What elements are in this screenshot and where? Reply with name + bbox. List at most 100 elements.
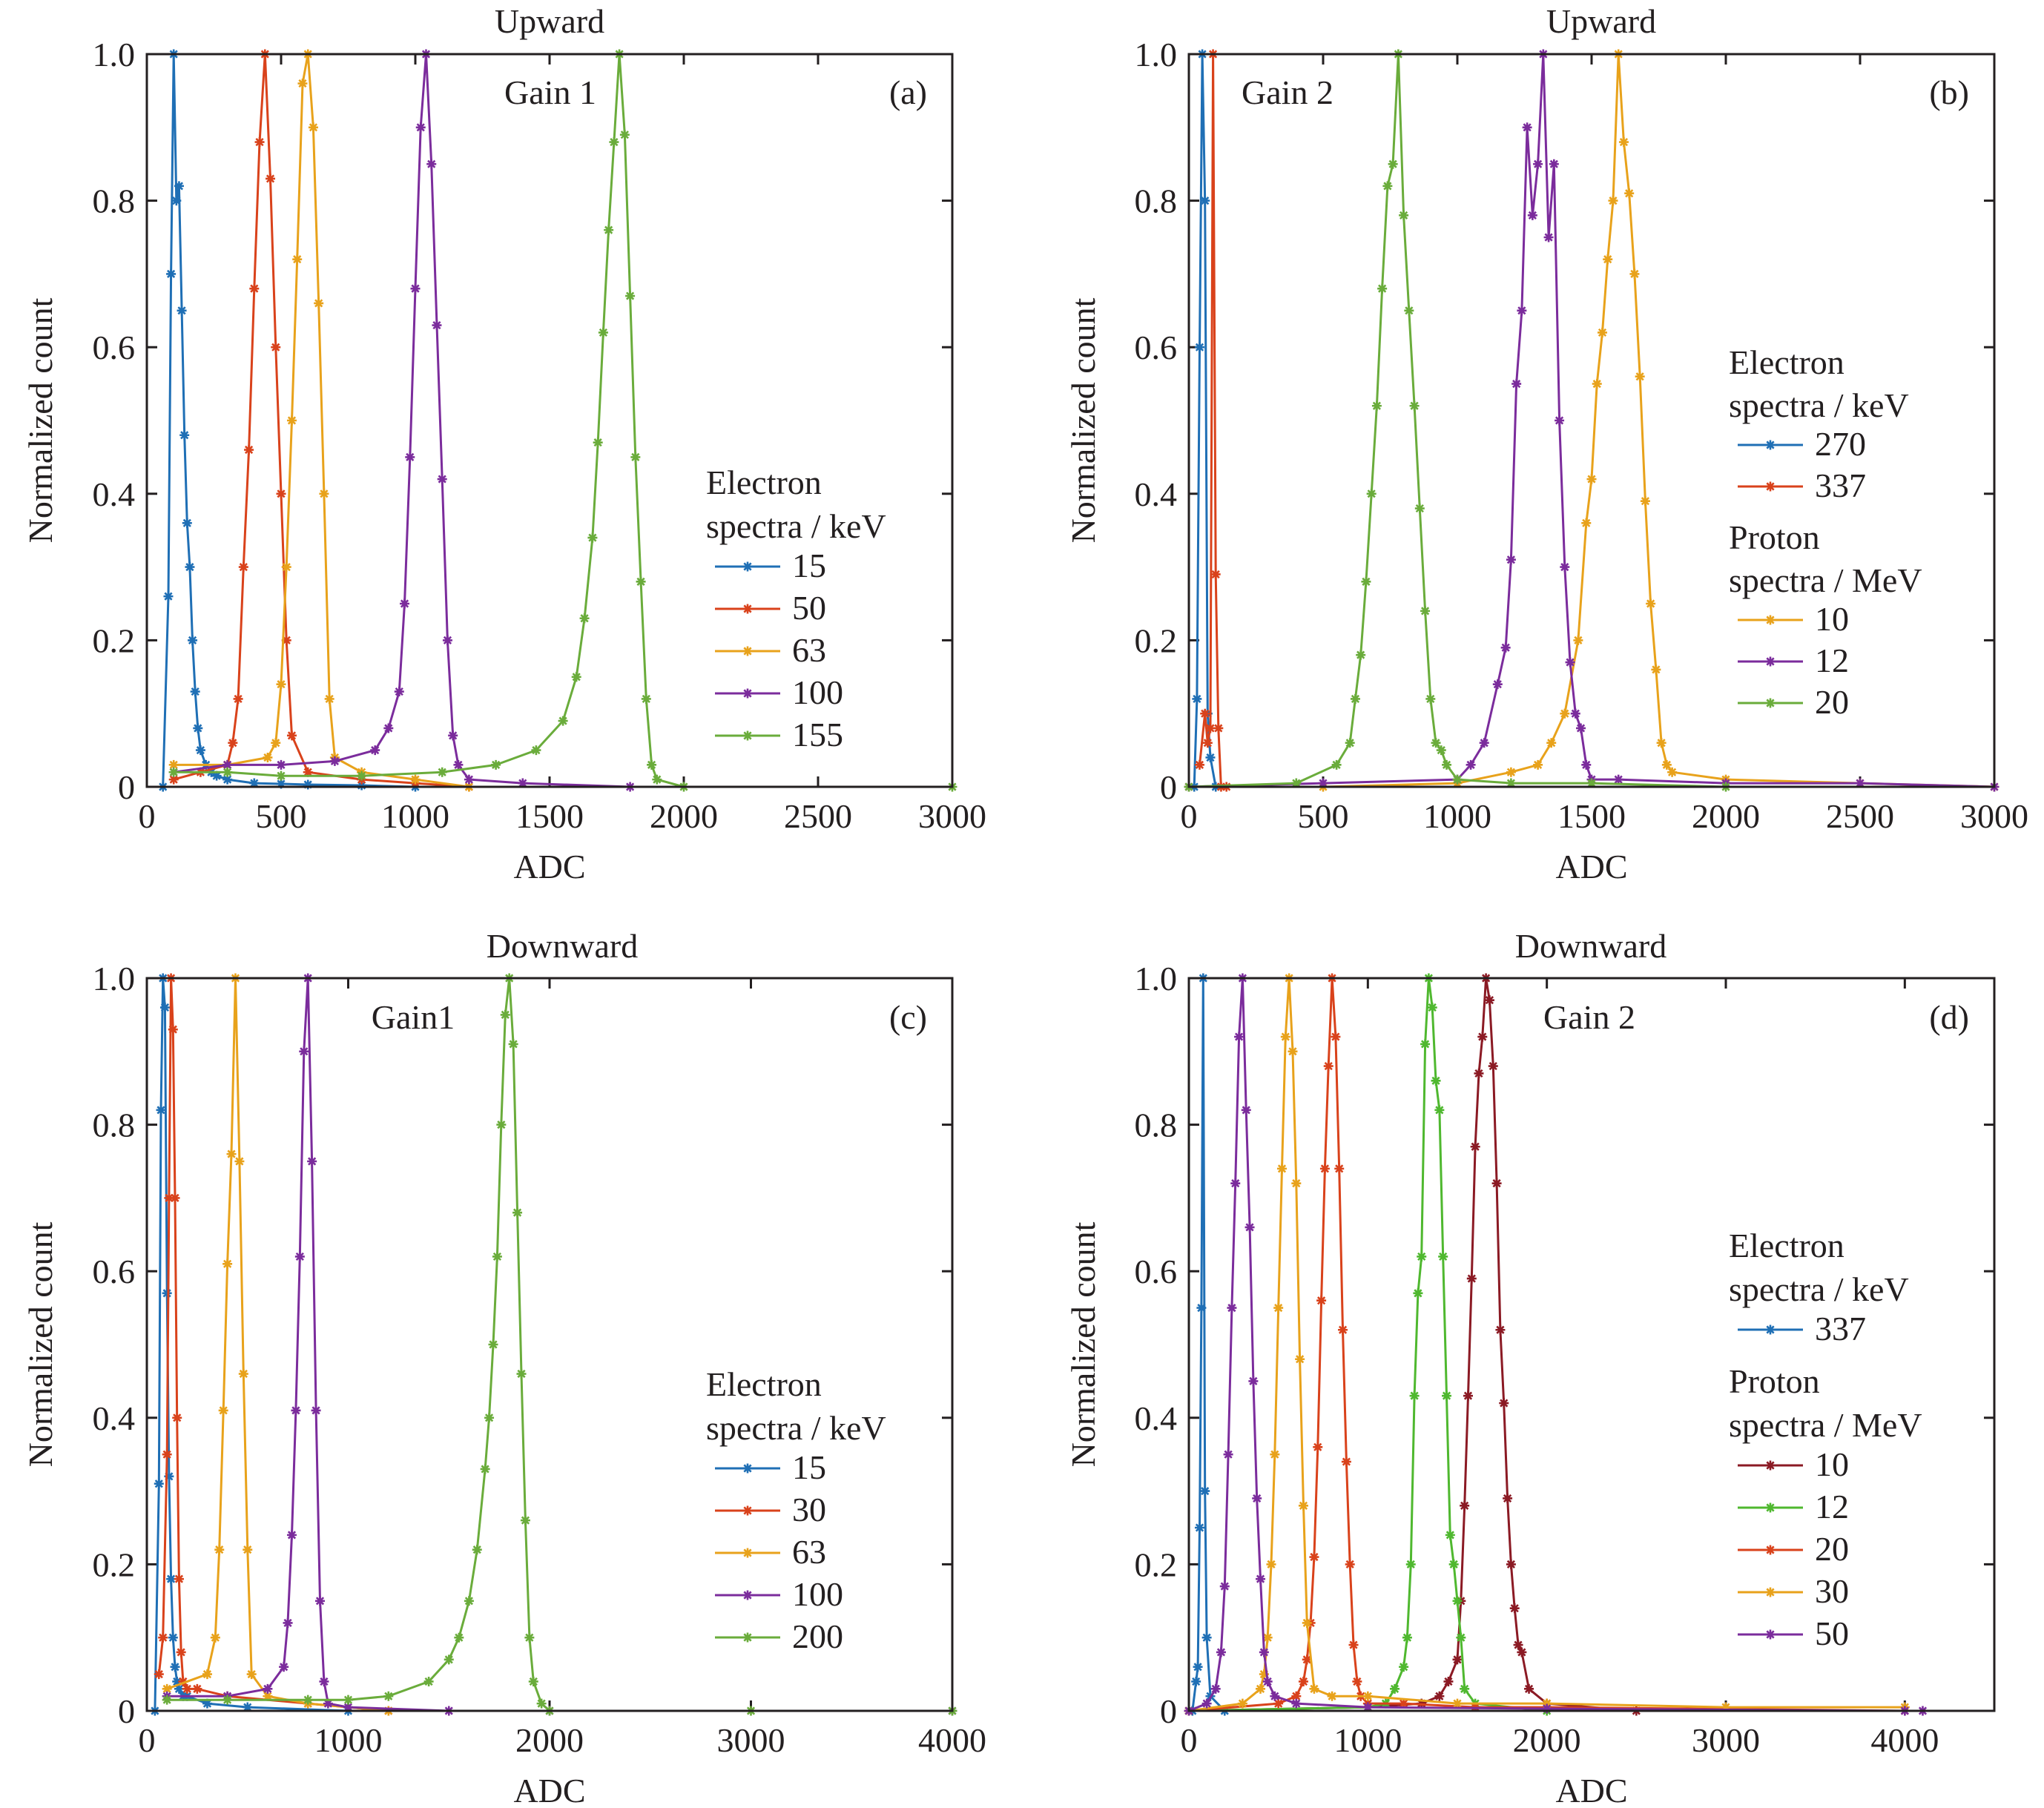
- data-point: [1667, 767, 1678, 777]
- data-point: [1506, 1559, 1516, 1569]
- data-point: [1629, 268, 1640, 279]
- data-point: [182, 518, 192, 528]
- data-point: [454, 1632, 464, 1643]
- data-point: [246, 1669, 257, 1680]
- data-point: [1309, 1683, 1319, 1694]
- legend-entry-label: 63: [792, 631, 826, 669]
- data-point: [1500, 642, 1511, 653]
- data-point: [1855, 778, 1865, 788]
- data-point: [410, 774, 421, 785]
- data-point: [1573, 635, 1583, 645]
- data-point: [1216, 1647, 1226, 1657]
- x-axis-label: ADC: [1555, 1772, 1627, 1808]
- data-point: [1402, 1632, 1412, 1643]
- data-point: [283, 1617, 293, 1628]
- data-point: [1405, 1559, 1416, 1569]
- y-tick-label: 0: [118, 768, 135, 806]
- data-point: [1570, 708, 1580, 719]
- data-point: [1256, 1683, 1266, 1694]
- data-point: [1262, 1632, 1273, 1643]
- data-point: [641, 693, 651, 704]
- legend-marker: [742, 1590, 753, 1600]
- y-tick-label: 0.6: [1135, 329, 1178, 366]
- x-tick-label: 2000: [1513, 1721, 1581, 1759]
- data-point: [222, 774, 233, 785]
- y-tick-label: 0.8: [1135, 182, 1178, 220]
- legend-title: Proton: [1729, 1362, 1820, 1400]
- data-point: [1420, 606, 1431, 616]
- data-point: [512, 1207, 523, 1218]
- data-point: [400, 598, 410, 609]
- data-point: [243, 1702, 253, 1712]
- data-point: [1646, 598, 1656, 609]
- data-point: [604, 225, 614, 235]
- legend-marker: [742, 688, 753, 699]
- plot-frame: [145, 53, 954, 788]
- data-point: [1356, 650, 1366, 660]
- data-point: [202, 1669, 212, 1680]
- panel-label: (b): [1929, 73, 1969, 111]
- data-point: [394, 687, 404, 697]
- data-point: [263, 1691, 273, 1701]
- data-point: [1200, 1486, 1210, 1497]
- data-point: [1560, 562, 1570, 573]
- data-point: [156, 1105, 166, 1115]
- data-point: [558, 716, 568, 726]
- data-point: [1524, 1683, 1534, 1694]
- x-axis-label: ADC: [513, 848, 585, 885]
- data-point: [168, 1632, 178, 1643]
- data-point: [1313, 1442, 1323, 1452]
- data-point: [1460, 1683, 1470, 1694]
- legend-entry-label: 63: [792, 1533, 826, 1571]
- data-point: [432, 320, 442, 331]
- data-point: [1452, 774, 1463, 785]
- legend-entry-label: 337: [1815, 1310, 1866, 1347]
- data-point: [158, 1632, 168, 1643]
- x-tick-label: 1000: [314, 1721, 383, 1759]
- data-point: [383, 723, 394, 733]
- data-point: [1194, 342, 1204, 352]
- data-point: [1318, 778, 1328, 788]
- data-point: [1445, 1530, 1455, 1540]
- data-point: [488, 1339, 498, 1350]
- data-point: [276, 679, 286, 690]
- data-point: [630, 452, 641, 462]
- plot-frame: [1187, 53, 1996, 788]
- data-point: [442, 635, 452, 645]
- data-point: [179, 430, 190, 441]
- data-point: [437, 474, 447, 484]
- data-point: [357, 771, 367, 781]
- y-tick-label: 0.2: [93, 621, 136, 659]
- data-point: [518, 778, 528, 788]
- data-point: [484, 1413, 495, 1423]
- data-point: [162, 1683, 172, 1694]
- data-point: [166, 268, 177, 279]
- data-point: [1327, 1691, 1337, 1701]
- data-point: [276, 771, 286, 781]
- y-tick-label: 0.8: [93, 182, 136, 220]
- legend-entry-label: 15: [792, 547, 826, 584]
- legend-marker: [1765, 481, 1776, 492]
- data-point: [1413, 1288, 1423, 1299]
- data-point: [1586, 778, 1597, 788]
- x-tick-label: 1500: [515, 797, 584, 835]
- data-point: [192, 1683, 202, 1694]
- data-point: [1456, 1632, 1466, 1643]
- data-point: [508, 1039, 518, 1049]
- data-point: [1273, 1698, 1284, 1709]
- panel-label: (d): [1929, 998, 1969, 1036]
- legend-entry-label: 100: [792, 1575, 843, 1613]
- data-point: [1635, 372, 1645, 382]
- chart-title: Downward: [487, 927, 638, 965]
- tick-labels: 0 1000 2000 3000 4000 0 0.2 0.4 0.6 0.8 1.0: [93, 960, 987, 1759]
- data-point: [263, 752, 273, 762]
- legend-marker: [1765, 1324, 1776, 1335]
- data-point: [1603, 254, 1613, 265]
- data-point: [164, 1471, 174, 1482]
- legend-entry-label: 10: [1815, 600, 1849, 638]
- data-point: [1291, 1691, 1302, 1701]
- data-point: [1409, 400, 1420, 411]
- gain-label: Gain 1: [504, 73, 596, 111]
- x-tick-label: 0: [139, 1721, 156, 1759]
